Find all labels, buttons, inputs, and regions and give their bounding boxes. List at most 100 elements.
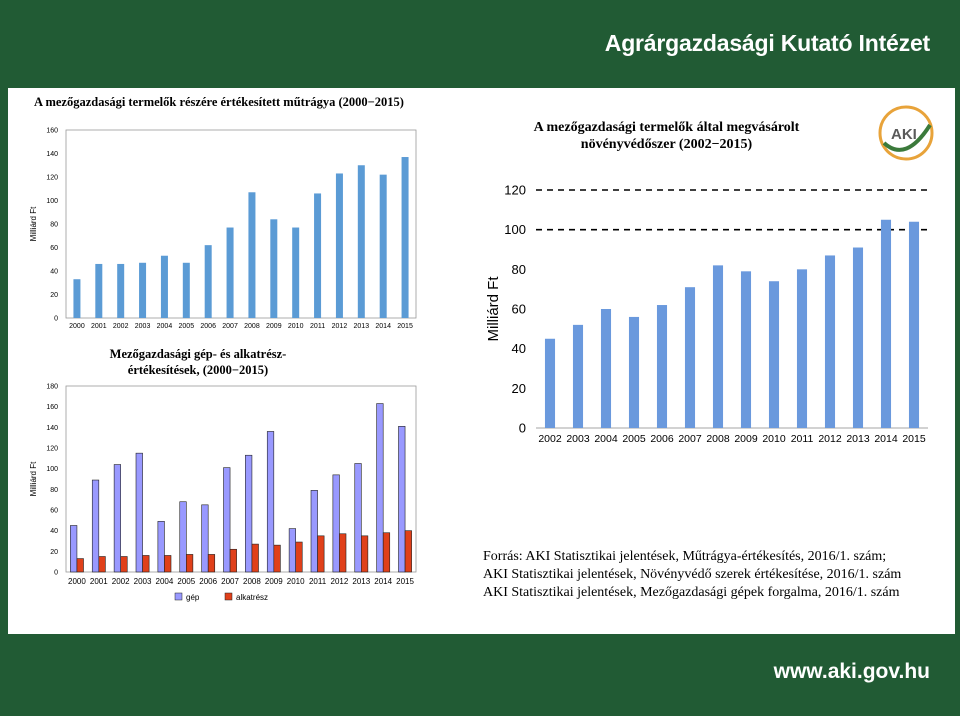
y-tick-label: 180 — [46, 383, 58, 390]
bar — [288, 528, 296, 573]
logo-text: AKI — [891, 126, 917, 143]
y-tick-label: 20 — [50, 549, 58, 556]
bar — [339, 533, 347, 573]
x-tick-label: 2011 — [309, 577, 327, 586]
source-line-1: Forrás: AKI Statisztikai jelentések, Műt… — [483, 549, 887, 564]
x-tick-label: 2005 — [179, 323, 195, 330]
x-tick-label: 2003 — [135, 323, 151, 330]
x-tick-label: 2006 — [200, 323, 216, 330]
x-tick-label: 2007 — [222, 323, 238, 330]
bar — [204, 245, 212, 318]
bar — [398, 425, 406, 573]
bar — [572, 324, 584, 428]
bar — [354, 463, 362, 573]
x-tick-label: 2008 — [706, 433, 730, 445]
bar — [223, 467, 231, 573]
bar — [139, 262, 147, 318]
x-tick-label: 2014 — [375, 323, 391, 330]
bar — [73, 279, 81, 318]
legend-swatch — [174, 592, 183, 601]
bar — [382, 532, 391, 573]
y-tick-label: 120 — [504, 183, 526, 198]
y-tick-label: 140 — [46, 425, 58, 432]
x-tick-label: 2012 — [331, 577, 349, 586]
bar — [740, 271, 752, 428]
plot-frame — [65, 129, 417, 319]
x-tick-label: 2007 — [678, 433, 702, 445]
y-tick-label: 80 — [512, 262, 526, 277]
bar — [768, 281, 780, 428]
y-tick-label: 120 — [46, 445, 58, 452]
bar — [295, 541, 303, 573]
x-tick-label: 2014 — [374, 577, 392, 586]
aki-logo: AKI — [878, 105, 934, 161]
pesticide-chart: 0 20 40 60 80 100 120 2002 2003 2004 2005 2006 2007 2… — [485, 183, 928, 445]
y-tick-label: 0 — [519, 421, 526, 436]
bar — [226, 227, 234, 318]
bar — [796, 269, 808, 428]
x-tick-label: 2006 — [650, 433, 674, 445]
bar — [76, 558, 84, 573]
bar — [164, 555, 172, 573]
bar — [824, 255, 836, 428]
bar — [113, 464, 121, 573]
x-tick-label: 2001 — [91, 323, 107, 330]
y-tick-label: 160 — [46, 127, 58, 134]
source-note: Forrás: AKI Statisztikai jelentések, Műt… — [483, 548, 901, 602]
machinery-chart: 0 20 40 60 80 100 120 140 160 180 2000 2001 2002 2003… — [29, 383, 417, 586]
bar — [160, 255, 168, 318]
y-tick-label: 100 — [504, 222, 526, 237]
y-tick-label: 60 — [50, 507, 58, 514]
bar — [852, 247, 864, 428]
bar — [120, 556, 128, 573]
x-tick-label: 2002 — [538, 433, 562, 445]
bar — [135, 452, 143, 573]
bar — [379, 174, 387, 318]
x-tick-label: 2013 — [846, 433, 870, 445]
bar — [270, 219, 278, 318]
y-tick-label: 100 — [46, 466, 58, 473]
source-line-2: AKI Statisztikai jelentések, Növényvédő … — [483, 567, 902, 582]
x-tick-label: 2000 — [68, 577, 86, 586]
legend-label: gép — [186, 593, 200, 602]
x-tick-label: 2010 — [762, 433, 786, 445]
machinery-chart-title: Mezőgazdasági gép- és alkatrész-értékesí… — [78, 346, 318, 378]
x-tick-label: 2013 — [354, 323, 370, 330]
y-axis-label: Milliárd Ft — [485, 276, 502, 342]
bar — [712, 265, 724, 428]
y-tick-label: 20 — [50, 292, 58, 299]
machinery-chart-legend: gép alkatrész — [174, 592, 268, 602]
content-panel: A mezőgazdasági termelők részére értékes… — [8, 88, 955, 634]
x-tick-label: 2010 — [288, 323, 304, 330]
bar — [376, 403, 384, 573]
legend-swatch — [224, 592, 233, 601]
fertilizer-chart-title: A mezőgazdasági termelők részére értékes… — [34, 95, 404, 109]
bar — [544, 338, 556, 428]
y-tick-label: 80 — [50, 221, 58, 228]
source-line-3: AKI Statisztikai jelentések, Mezőgazdasá… — [483, 585, 900, 600]
bar — [908, 221, 920, 428]
plot-frame — [65, 385, 417, 573]
legend-label: alkatrész — [236, 593, 268, 602]
bar — [357, 165, 365, 318]
x-tick-label: 2012 — [332, 323, 348, 330]
y-tick-label: 80 — [50, 487, 58, 494]
bar — [310, 490, 318, 573]
bar — [201, 504, 209, 573]
footer-url: www.aki.gov.hu — [773, 660, 930, 683]
machinery-chart-title-text: Mezőgazdasági gép- és alkatrész-értékesí… — [109, 347, 287, 377]
page-title: Agrárgazdasági Kutató Intézet — [604, 30, 930, 56]
x-tick-label: 2006 — [199, 577, 217, 586]
bar — [142, 555, 150, 573]
bar — [117, 263, 125, 318]
x-tick-label: 2007 — [221, 577, 239, 586]
bar — [229, 548, 237, 573]
y-axis-label: Milliárd Ft — [29, 206, 38, 241]
y-tick-label: 140 — [46, 151, 58, 158]
y-tick-label: 0 — [54, 569, 58, 576]
bar — [248, 192, 256, 318]
bar — [273, 544, 281, 573]
bar — [880, 219, 892, 428]
bar — [401, 157, 409, 318]
pesticide-chart-title: A mezőgazdasági termelők által megvásáro… — [478, 119, 855, 153]
